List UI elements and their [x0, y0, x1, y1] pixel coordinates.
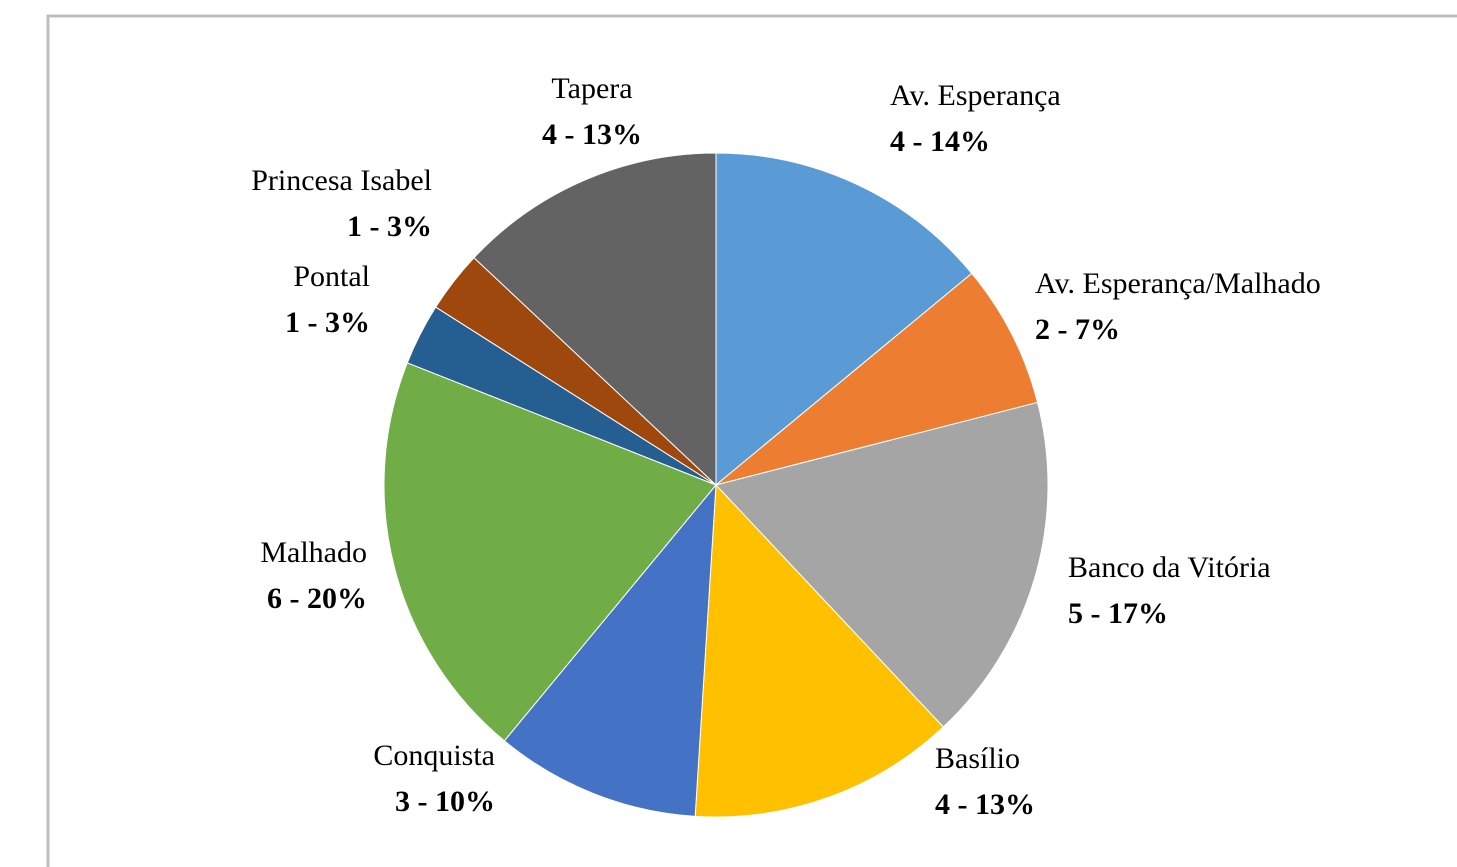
pie-slice	[473, 152, 717, 487]
slice-label: Basílio	[935, 742, 1020, 775]
slice-label: Conquista	[373, 739, 495, 772]
pie-slice	[715, 272, 1039, 486]
value-label: 5 - 17%	[1068, 597, 1168, 630]
value-label: 4 - 13%	[542, 118, 642, 151]
pie-slice	[503, 483, 717, 817]
pie-slice	[383, 362, 717, 742]
value-label: 1 - 3%	[285, 306, 370, 339]
pie-slice	[694, 483, 944, 818]
value-label: 4 - 13%	[935, 788, 1035, 821]
slice-label: Malhado	[260, 536, 367, 569]
slice-label: Banco da Vitória	[1068, 551, 1271, 584]
slice-label: Av. Esperança	[890, 79, 1061, 112]
value-label: 2 - 7%	[1035, 313, 1120, 346]
value-label: 4 - 14%	[890, 125, 990, 158]
slice-label: Princesa Isabel	[251, 164, 432, 197]
value-label: 1 - 3%	[347, 210, 432, 243]
slice-label: Pontal	[293, 260, 370, 293]
pie-slice	[715, 152, 973, 487]
pie-slice	[715, 401, 1049, 728]
slice-label: Tapera	[551, 72, 632, 105]
slice-label: Av. Esperança/Malhado	[1035, 267, 1321, 300]
chart-frame	[46, 14, 1457, 867]
value-label: 6 - 20%	[267, 582, 367, 615]
value-label: 3 - 10%	[395, 785, 495, 818]
